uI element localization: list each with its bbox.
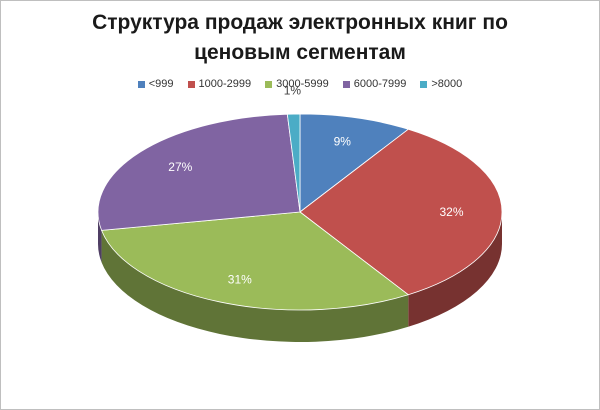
- chart-legend: <999 1000-2999 3000-5999 6000-7999 >8000: [0, 78, 600, 90]
- chart-title-line-2: ценовым сегментам: [194, 41, 406, 64]
- pie-side-6000-7999: [98, 212, 102, 263]
- pie-side-3000-5999: [101, 230, 409, 342]
- legend-item-1000-2999: 1000-2999: [187, 78, 252, 90]
- chart-title: Структура продаж электронных книг по цен…: [0, 8, 600, 68]
- legend-item-6000-7999: 6000-7999: [342, 78, 407, 90]
- legend-item-3000-5999: 3000-5999: [265, 78, 329, 90]
- pie-top: [97, 113, 503, 311]
- legend-swatch: [187, 80, 195, 88]
- pie-slice-gt-8000: [286, 113, 301, 213]
- legend-swatch: [420, 80, 428, 88]
- pie-data-labels: 9% 32% 31% 27% 1%: [168, 84, 464, 287]
- data-label-gt-8000: 1%: [284, 84, 302, 98]
- legend-label: >8000: [431, 78, 463, 90]
- legend-swatch: [137, 80, 145, 88]
- data-label-1000-2999: 32%: [439, 205, 463, 219]
- pie-side-1000-2999: [408, 212, 502, 327]
- pie-slice-1000-2999: [299, 128, 503, 296]
- pie-slice-3000-5999: [101, 211, 410, 311]
- legend-label: 6000-7999: [353, 78, 407, 90]
- data-label-lt-999: 9%: [334, 134, 352, 148]
- legend-swatch: [342, 80, 350, 88]
- pie-side-walls: [98, 212, 502, 342]
- chart-title-line-1: Структура продаж электронных книг по: [92, 11, 508, 34]
- data-label-3000-5999: 31%: [228, 273, 252, 287]
- pie-slice-lt-999: [299, 113, 410, 213]
- legend-swatch: [265, 80, 273, 88]
- legend-item-lt-999: <999: [137, 78, 174, 90]
- legend-label: 1000-2999: [198, 78, 252, 90]
- pie-slice-6000-7999: [97, 113, 301, 231]
- legend-label: <999: [148, 78, 174, 90]
- legend-label: 3000-5999: [276, 78, 329, 90]
- data-label-6000-7999: 27%: [168, 160, 192, 174]
- legend-item-gt-8000: >8000: [420, 78, 462, 90]
